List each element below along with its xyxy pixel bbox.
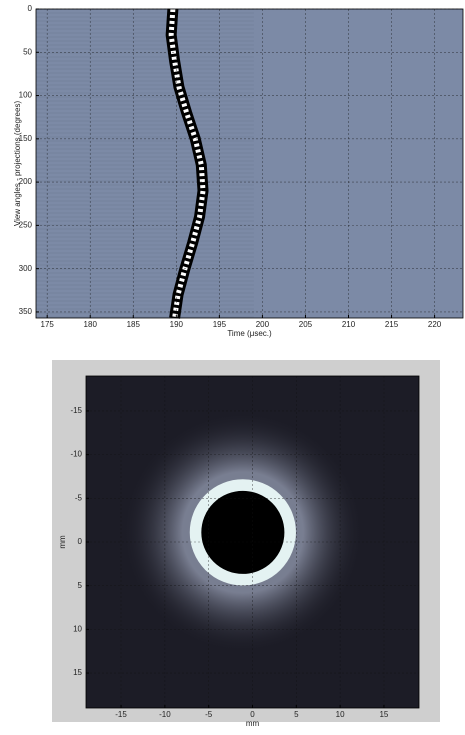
x-tick-label: 200 [256,320,270,329]
x-tick-label: 205 [299,320,313,329]
x-tick-label: -10 [159,710,171,719]
x-tick-label: 185 [127,320,141,329]
ring [189,479,296,586]
x-tick-label: 180 [84,320,98,329]
x-tick-label: 215 [385,320,399,329]
y-tick-label: 5 [78,581,83,590]
x-tick-label: -15 [115,710,127,719]
y-tick-label: -15 [70,406,82,415]
x-tick-label: 175 [41,320,55,329]
y-tick-label: 15 [73,668,82,677]
y-axis-label: mm [58,535,67,549]
x-tick-label: 210 [342,320,356,329]
plot-frame [85,375,420,709]
y-tick-label: 10 [73,624,82,633]
y-axis-label: View angles - projections (degrees) [13,101,22,227]
y-tick-label: 250 [19,220,33,229]
y-tick-label: 50 [23,47,32,56]
x-tick-label: 195 [213,320,227,329]
x-tick-label: 5 [294,710,299,719]
y-tick-label: 300 [19,264,33,273]
y-tick-label: 350 [19,307,33,316]
x-tick-label: 10 [336,710,345,719]
stripe-texture [36,9,254,318]
x-tick-label: 15 [379,710,388,719]
plot-frame [35,8,464,319]
x-axis-label: Time (μsec.) [227,329,272,338]
y-tick-label: -10 [70,450,82,459]
y-tick-label: -5 [75,493,83,502]
y-tick-label: 0 [78,537,83,546]
y-tick-label: 200 [19,177,33,186]
y-tick-label: 150 [19,134,33,143]
x-tick-label: 190 [170,320,184,329]
x-tick-label: 0 [250,710,255,719]
x-tick-label: -5 [205,710,213,719]
x-axis-label: mm [246,719,260,728]
y-tick-label: 0 [28,4,33,13]
y-tick-label: 100 [19,91,33,100]
x-tick-label: 220 [428,320,442,329]
